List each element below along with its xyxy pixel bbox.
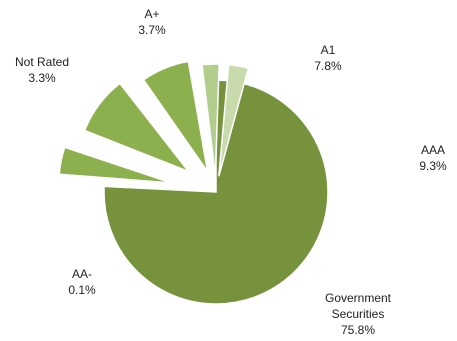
pie-slice-aaa: [83, 82, 192, 174]
label-government-securities: Government Securities 75.8%: [312, 290, 404, 338]
pie-slice-a1: [142, 60, 209, 173]
pie-slice-a: [218, 63, 250, 177]
pie-slice-aa: [58, 146, 172, 184]
label-not-rated: Not Rated 3.3%: [10, 54, 74, 86]
label-a-plus-value: 3.7%: [138, 23, 166, 37]
label-not-rated-name: Not Rated: [14, 55, 70, 69]
label-aa-minus-name: AA-: [71, 267, 92, 281]
label-aa-minus-value: 0.1%: [68, 283, 96, 297]
pie-slice-not-rated: [201, 63, 220, 177]
label-a1: A1 7.8%: [308, 42, 348, 74]
label-a1-name: A1: [320, 43, 336, 57]
label-aaa: AAA 9.3%: [413, 142, 453, 174]
label-government-securities-name: Government Securities: [324, 291, 392, 321]
label-government-securities-value: 75.8%: [340, 323, 376, 337]
label-aaa-value: 9.3%: [419, 159, 447, 173]
label-a-plus-name: A+: [144, 7, 160, 21]
label-a1-value: 7.8%: [314, 59, 342, 73]
pie-slice-government-securities: [103, 79, 329, 305]
label-a-plus: A+ 3.7%: [133, 6, 171, 38]
label-aa-minus: AA- 0.1%: [62, 266, 102, 298]
label-aaa-name: AAA: [420, 143, 445, 157]
label-not-rated-value: 3.3%: [28, 71, 56, 85]
